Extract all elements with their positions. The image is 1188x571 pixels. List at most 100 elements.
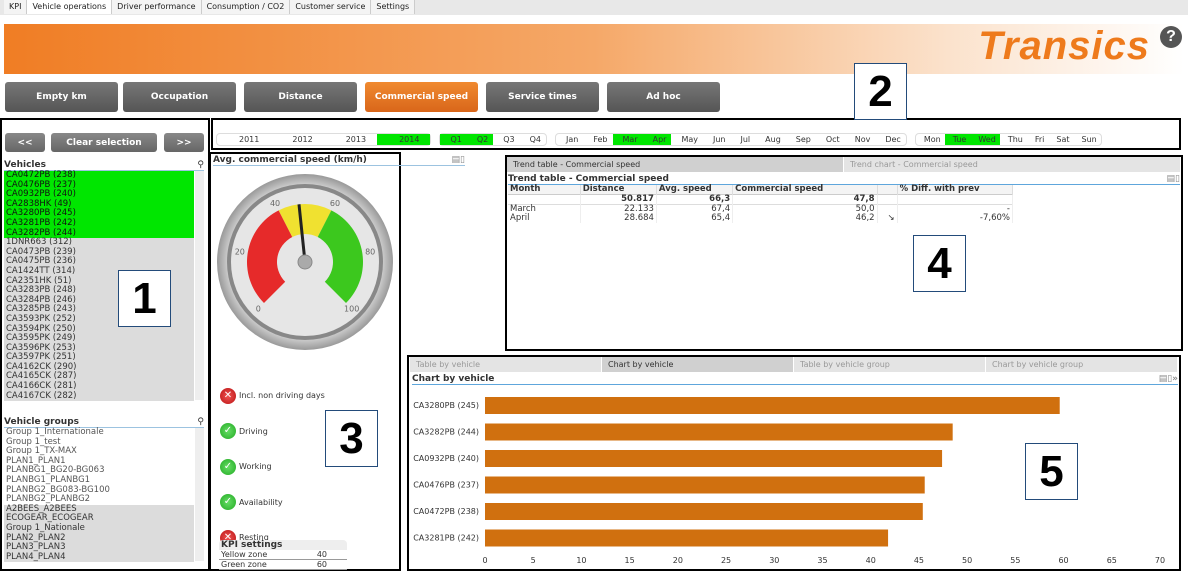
list-item[interactable]: PLANBG1_BG20-BG063 [4,466,194,476]
column-header[interactable]: Distance [580,185,657,195]
chart-tab[interactable]: Chart by vehicle [602,357,794,372]
trend-tab[interactable]: Trend chart - Commercial speed [844,157,1181,172]
filter-mar[interactable]: Mar [612,134,643,145]
help-icon[interactable]: ? [1160,26,1182,48]
list-item[interactable]: CA1424TT (314) [4,266,194,277]
filter-apr[interactable]: Apr [642,134,672,145]
list-item[interactable]: CA0475PB (236) [4,257,194,267]
filter-sun[interactable]: Sun [1081,135,1097,144]
list-item[interactable]: CA4165CK (287) [4,372,194,383]
filter-may[interactable]: May [681,135,698,144]
column-header[interactable]: Month [508,185,581,195]
trend-tab[interactable]: Trend table - Commercial speed [507,157,844,172]
list-item[interactable]: Group 1_TX-MAX [4,447,194,457]
list-item[interactable]: PLAN2_PLAN2 [4,533,194,544]
tab-consumption-co2[interactable]: Consumption / CO2 [201,0,291,14]
chart-tab[interactable]: Chart by vehicle group [986,357,1178,372]
kpi-toggle[interactable]: ✓ Working [220,449,325,485]
chart-tab[interactable]: Table by vehicle [410,357,602,372]
vehicle-groups-scrollbar[interactable] [195,428,204,561]
list-item[interactable]: PLANBG2_BG083-BG100 [4,485,194,496]
list-item[interactable]: CA3597PK (251) [4,353,194,363]
filter-oct[interactable]: Oct [825,135,840,144]
list-item[interactable]: PLAN3_PLAN3 [4,543,194,553]
list-item[interactable]: Group 1_Nationale [4,523,194,534]
export-icon[interactable]: ▤▯ [451,155,465,165]
tab-kpi[interactable]: KPI [4,0,28,14]
filter-jan[interactable]: Jan [566,135,579,144]
nav-distance-button[interactable]: Distance [244,82,357,112]
list-item[interactable]: CA4166CK (281) [4,381,194,392]
list-item[interactable]: CA3282PB (244) [4,228,194,239]
kpi-toggle[interactable]: ✓ Availability [220,485,325,521]
list-item[interactable]: CA3281PB (242) [4,218,194,229]
filter-jul[interactable]: Jul [740,135,751,144]
filter-aug[interactable]: Aug [765,135,781,144]
nav-commercial-speed-button[interactable]: Commercial speed [365,82,478,112]
list-item[interactable]: A2BEES_A2BEES [4,504,194,515]
filter-q1[interactable]: Q1 [440,134,467,145]
list-item[interactable]: CA0473PB (239) [4,247,194,258]
nav-service-times-button[interactable]: Service times [486,82,599,112]
tab-vehicle-operations[interactable]: Vehicle operations [27,0,113,14]
list-item[interactable]: PLAN4_PLAN4 [4,552,194,563]
search-icon[interactable]: ⚲ [197,160,204,170]
list-item[interactable]: CA4167CK (282) [4,391,194,402]
check-icon[interactable]: ✓ [220,494,236,511]
kpi-toggle[interactable]: ✕ Incl. non driving days [220,378,325,414]
filter-wed[interactable]: Wed [970,134,1000,145]
nav-occupation-button[interactable]: Occupation [123,82,236,112]
filter-sep[interactable]: Sep [795,135,811,144]
filter-sat[interactable]: Sat [1056,135,1070,144]
column-header[interactable]: Avg. speed [656,185,734,195]
filter-2014[interactable]: 2014 [377,134,431,145]
filter-dec[interactable]: Dec [885,135,901,144]
list-item[interactable]: Group 1_Internationale [4,427,194,438]
tab-customer-service[interactable]: Customer service [290,0,372,14]
list-item[interactable]: CA3280PB (245) [4,209,194,219]
list-item[interactable]: CA3594PK (250) [4,324,194,335]
tab-driver-performance[interactable]: Driver performance [112,0,202,14]
kpi-toggle[interactable]: ✓ Driving [220,414,325,450]
filter-2012[interactable]: 2012 [292,135,313,144]
nav-ad-hoc-button[interactable]: Ad hoc [607,82,720,112]
filter-q2[interactable]: Q2 [466,134,494,145]
export-icon[interactable]: ▤▯» [1158,374,1178,384]
filter-tue[interactable]: Tue [944,134,971,145]
list-item[interactable]: CA3595PK (249) [4,333,194,344]
list-item[interactable]: CA2838HK (49) [4,199,194,210]
export-icon[interactable]: ▤▯ [1166,174,1180,184]
list-item[interactable]: CA0476PB (237) [4,180,194,191]
list-item[interactable]: PLANBG1_PLANBG1 [4,475,194,486]
list-item[interactable]: CA2351HK (51) [4,276,194,287]
list-item[interactable]: 1DNR663 (312) [4,238,194,248]
filter-thu[interactable]: Thu [1007,135,1023,144]
list-item[interactable]: CA0932PB (240) [4,190,194,200]
chart-tab[interactable]: Table by vehicle group [794,357,986,372]
column-header[interactable]: Commercial speed [732,185,878,195]
list-item[interactable]: ECOGEAR_ECOGEAR [4,514,194,524]
nav-empty-km-button[interactable]: Empty km [5,82,118,112]
kpi-setting-value[interactable]: 60 [316,560,327,569]
list-item[interactable]: PLAN1_PLAN1 [4,456,194,467]
list-item[interactable]: PLANBG2_PLANBG2 [4,495,194,505]
list-item[interactable]: CA3284PB (246) [4,295,194,306]
filter-nov[interactable]: Nov [854,135,871,144]
filter-2013[interactable]: 2013 [345,135,367,144]
next-button[interactable]: >> [164,133,204,152]
search-icon[interactable]: ⚲ [197,417,204,427]
filter-jun[interactable]: Jun [713,135,726,144]
kpi-setting-value[interactable]: 40 [316,550,327,559]
check-icon[interactable]: ✓ [220,423,236,440]
list-item[interactable]: CA3596PK (253) [4,343,194,354]
list-item[interactable]: CA3283PB (248) [4,286,194,296]
previous-button[interactable]: << [5,133,45,152]
column-header[interactable] [877,185,898,195]
list-item[interactable]: CA3593PK (252) [4,314,194,325]
list-item[interactable]: CA4162CK (290) [4,362,194,373]
filter-fri[interactable]: Fri [1034,135,1045,144]
filter-q3[interactable]: Q3 [503,135,515,144]
list-item[interactable]: CA0472PB (238) [4,170,194,181]
list-item[interactable]: CA3285PB (243) [4,305,194,315]
filter-q4[interactable]: Q4 [529,135,541,144]
